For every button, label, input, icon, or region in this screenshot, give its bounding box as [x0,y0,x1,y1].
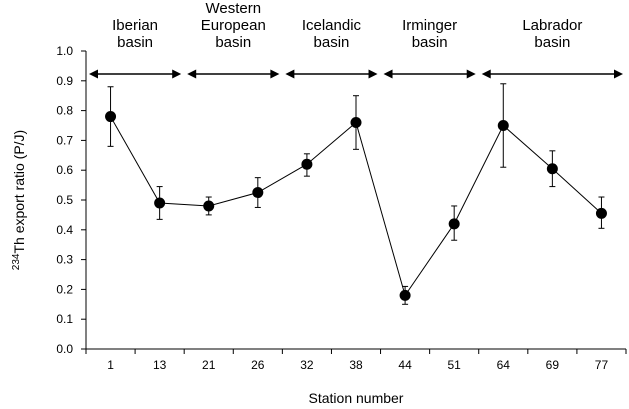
region-label: Icelandic [302,17,362,34]
data-point [252,187,264,199]
region-arrowhead-right [368,69,378,79]
region-arrowhead-right [270,69,280,79]
region-label: Iberian [112,17,158,34]
x-tick-label: 51 [448,358,462,372]
region-label: Western [205,0,261,17]
y-tick-label: 0.6 [56,163,73,177]
x-tick-label: 38 [349,358,363,372]
region-arrowhead-left [89,69,98,79]
x-tick-label: 64 [497,358,511,372]
region-arrowhead-right [466,69,476,79]
region-label: European [201,17,266,34]
region-label: Labrador [522,17,582,34]
data-point [301,158,313,170]
y-tick-label: 0.0 [56,342,73,356]
region-label: basin [314,34,350,51]
region-arrowhead-left [481,69,491,79]
y-axis-title-main: Th export ratio (P/J) [11,130,27,254]
x-tick-label: 1 [107,358,114,372]
data-point [105,111,117,123]
y-tick-label: 0.5 [56,193,73,207]
y-tick-label: 1.0 [56,44,73,58]
data-point [497,120,509,131]
x-axis-title: Station number [309,390,404,406]
basin-regions: IberianbasinWesternEuropeanbasinIcelandi… [89,0,623,79]
y-tick-label: 0.3 [56,253,73,267]
data-point [399,289,411,301]
region-label: basin [534,34,570,51]
y-tick-label: 0.9 [56,74,73,88]
y-tick-label: 0.8 [56,104,73,118]
x-tick-label: 32 [300,358,314,372]
chart-axes: 0.0 0.1 0.2 0.3 0.4 0.5 0.6 0.7 0.8 0.9 1.0 1 13 21 26… [56,44,627,372]
y-tick-label: 0.1 [56,312,73,326]
data-point [448,218,460,230]
y-tick-label: 0.7 [56,133,73,147]
data-point [595,207,607,219]
data-series [105,83,607,305]
y-axis-title: 234Th export ratio (P/J) [11,130,27,270]
y-tick-label: 0.4 [56,223,73,237]
y-axis-title-superscript: 234 [11,253,22,270]
data-point [546,163,558,175]
x-tick-label: 77 [595,358,609,372]
region-arrowhead-right [614,69,623,79]
region-arrowhead-right [172,69,182,79]
data-point [350,117,362,129]
region-arrowhead-left [285,69,295,79]
region-label: basin [117,34,153,51]
region-arrowhead-left [187,69,197,79]
x-tick-label: 44 [398,358,412,372]
region-label: Irminger [402,17,457,34]
region-label: basin [412,34,448,51]
x-tick-label: 26 [251,358,265,372]
x-tick-label: 69 [546,358,560,372]
data-point [203,200,215,212]
data-point [154,197,166,209]
x-tick-label: 13 [153,358,167,372]
x-tick-label: 21 [202,358,216,372]
y-tick-label: 0.2 [56,282,73,296]
region-label: basin [215,34,251,51]
region-arrowhead-left [383,69,393,79]
